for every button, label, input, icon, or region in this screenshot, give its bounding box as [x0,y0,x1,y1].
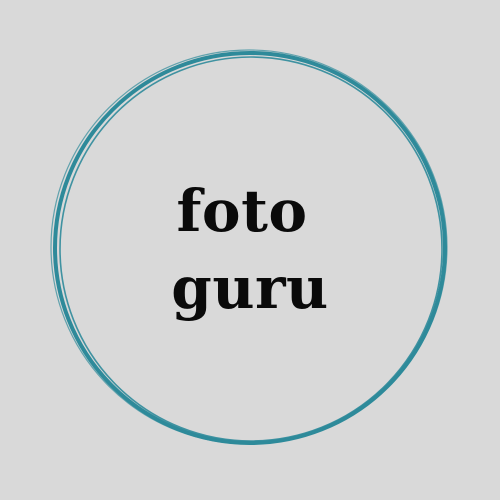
logo-text-line2: guru [171,254,329,322]
logo-text-line1: foto [176,177,308,245]
